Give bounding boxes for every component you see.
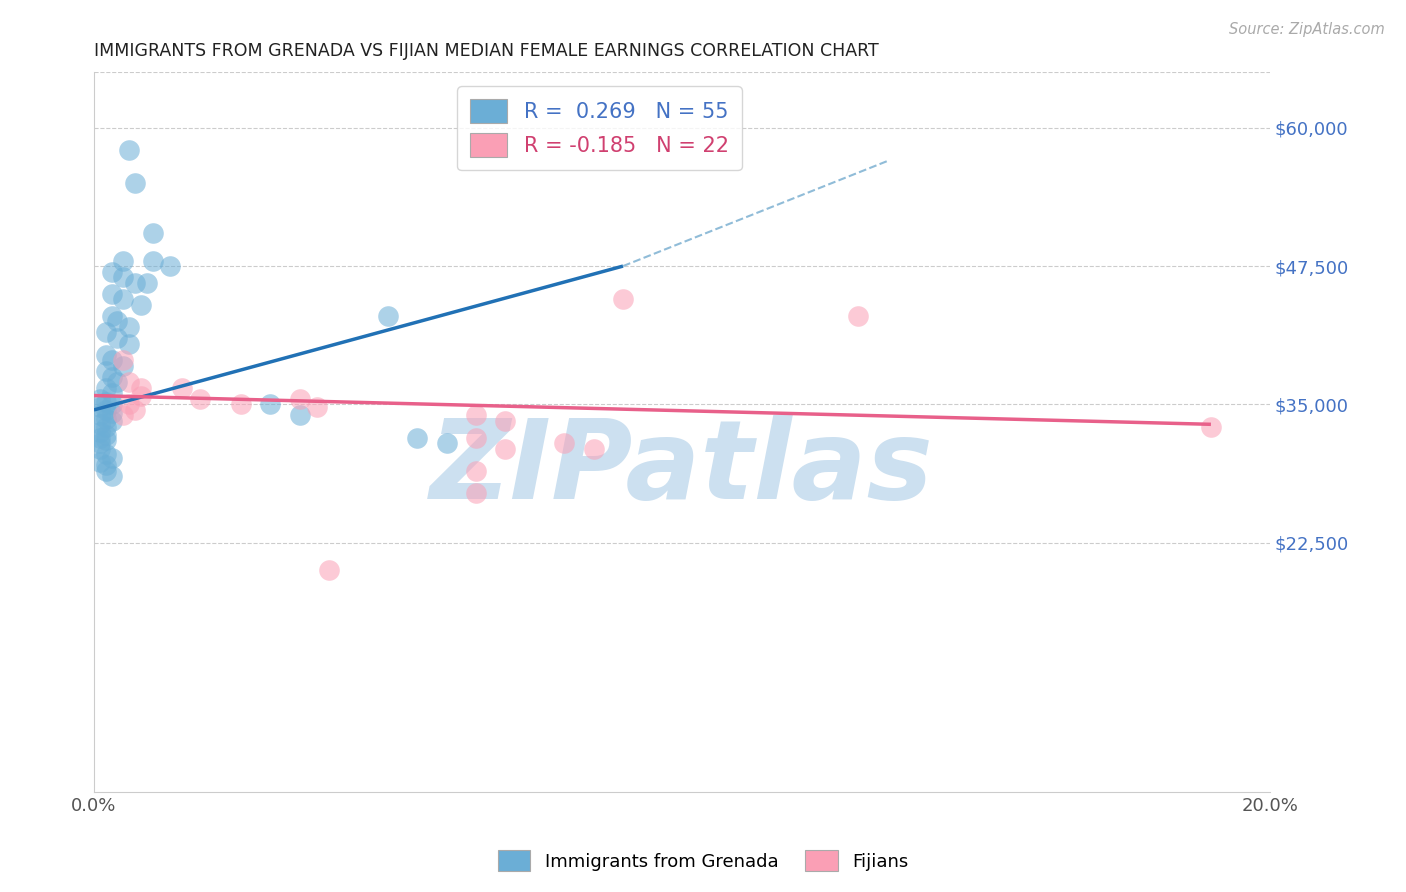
Point — [89, 425, 111, 439]
Point — [100, 264, 122, 278]
Point — [612, 293, 634, 307]
Legend: R =  0.269   N = 55, R = -0.185   N = 22: R = 0.269 N = 55, R = -0.185 N = 22 — [457, 87, 741, 170]
Point — [118, 336, 141, 351]
Point — [129, 298, 152, 312]
Point — [94, 395, 117, 409]
Point — [100, 450, 122, 465]
Point — [112, 293, 135, 307]
Point — [129, 388, 152, 402]
Point — [259, 397, 281, 411]
Point — [112, 359, 135, 373]
Point — [846, 309, 869, 323]
Point — [94, 326, 117, 340]
Point — [89, 436, 111, 450]
Point — [94, 403, 117, 417]
Point — [94, 464, 117, 478]
Point — [100, 369, 122, 384]
Text: ZIPatlas: ZIPatlas — [430, 415, 934, 522]
Point — [307, 400, 329, 414]
Point — [318, 563, 340, 577]
Point — [89, 392, 111, 406]
Point — [107, 314, 129, 328]
Point — [94, 381, 117, 395]
Point — [124, 276, 146, 290]
Point — [89, 400, 111, 414]
Point — [553, 436, 575, 450]
Point — [406, 431, 429, 445]
Point — [89, 409, 111, 423]
Point — [89, 442, 111, 456]
Point — [107, 376, 129, 390]
Point — [94, 433, 117, 447]
Point — [100, 386, 122, 401]
Point — [94, 447, 117, 461]
Point — [89, 417, 111, 432]
Point — [465, 409, 488, 423]
Point — [118, 376, 141, 390]
Point — [124, 403, 146, 417]
Point — [94, 428, 117, 442]
Point — [112, 409, 135, 423]
Point — [377, 309, 399, 323]
Point — [100, 406, 122, 420]
Point — [465, 486, 488, 500]
Point — [188, 392, 211, 406]
Point — [288, 409, 311, 423]
Point — [172, 381, 194, 395]
Point — [94, 364, 117, 378]
Point — [494, 442, 516, 456]
Point — [89, 455, 111, 469]
Text: IMMIGRANTS FROM GRENADA VS FIJIAN MEDIAN FEMALE EARNINGS CORRELATION CHART: IMMIGRANTS FROM GRENADA VS FIJIAN MEDIAN… — [94, 42, 879, 60]
Point — [436, 436, 458, 450]
Point — [89, 431, 111, 445]
Point — [142, 226, 165, 240]
Point — [288, 392, 311, 406]
Point — [159, 259, 181, 273]
Point — [100, 286, 122, 301]
Point — [94, 419, 117, 434]
Point — [118, 397, 141, 411]
Legend: Immigrants from Grenada, Fijians: Immigrants from Grenada, Fijians — [491, 843, 915, 879]
Point — [135, 276, 157, 290]
Point — [100, 397, 122, 411]
Point — [94, 348, 117, 362]
Point — [465, 431, 488, 445]
Point — [142, 253, 165, 268]
Point — [129, 381, 152, 395]
Point — [100, 469, 122, 483]
Point — [229, 397, 252, 411]
Point — [100, 353, 122, 368]
Point — [582, 442, 605, 456]
Point — [118, 320, 141, 334]
Point — [112, 270, 135, 285]
Point — [124, 176, 146, 190]
Point — [1199, 419, 1222, 434]
Point — [494, 414, 516, 428]
Point — [465, 464, 488, 478]
Text: Source: ZipAtlas.com: Source: ZipAtlas.com — [1229, 22, 1385, 37]
Point — [100, 309, 122, 323]
Point — [112, 253, 135, 268]
Point — [100, 414, 122, 428]
Point — [94, 411, 117, 425]
Point — [107, 331, 129, 345]
Point — [118, 143, 141, 157]
Point — [112, 353, 135, 368]
Point — [94, 458, 117, 473]
